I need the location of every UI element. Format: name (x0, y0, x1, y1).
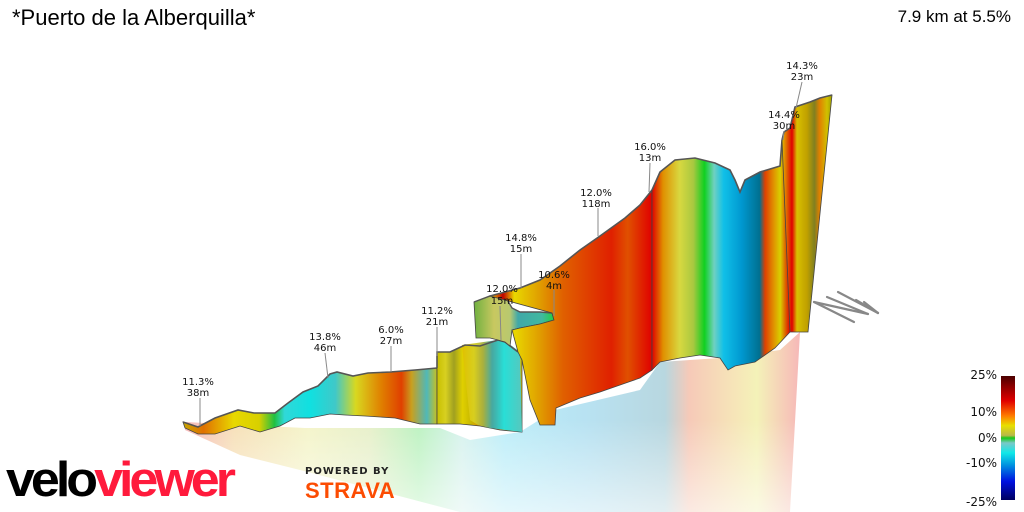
climb-title: *Puerto de la Alberquilla* (12, 5, 256, 30)
logo-velo: velo (6, 452, 98, 508)
svg-text:11.3%: 11.3% (182, 377, 214, 388)
svg-text:14.3%: 14.3% (786, 61, 818, 72)
legend-tick-neg25: -25% (965, 495, 997, 509)
svg-text:16.0%: 16.0% (634, 142, 666, 153)
veloviewer-logo[interactable]: veloviewer (6, 452, 236, 508)
gradient-legend: 25% 10% 0% -10% -25% (955, 368, 1024, 512)
svg-text:118m: 118m (582, 199, 611, 210)
svg-text:23m: 23m (791, 72, 813, 83)
legend-tick-0: 0% (977, 431, 997, 445)
svg-text:12.0%: 12.0% (580, 188, 612, 199)
svg-text:11.2%: 11.2% (421, 306, 453, 317)
svg-text:15m: 15m (510, 244, 532, 255)
svg-text:27m: 27m (380, 336, 402, 347)
annotation-4: 11.2% 21m (421, 306, 453, 328)
legend-tick-neg10: -10% (965, 456, 997, 470)
annotation-2: 13.8% 46m (309, 332, 341, 354)
reflection-fade (180, 420, 820, 512)
annotation-10: 14.4% 30m (768, 110, 800, 132)
annotation-9: 16.0% 13m (634, 142, 666, 164)
annotation-5: 12.0% 15m (486, 284, 518, 307)
annotation-11: 14.3% 23m (786, 61, 818, 83)
annotation-6: 14.8% 15m (505, 233, 537, 255)
svg-text:4m: 4m (546, 281, 562, 292)
annotation-leaders (199, 81, 803, 426)
svg-text:15m: 15m (491, 296, 513, 307)
annotation-7: 10.6% 4m (538, 270, 570, 292)
legend-tick-10: 10% (970, 405, 997, 419)
svg-text:38m: 38m (187, 388, 209, 399)
annotation-1: 11.3% 38m (182, 377, 214, 399)
annotation-8: 12.0% 118m (580, 188, 612, 210)
logo-viewer: viewer (94, 452, 236, 508)
svg-text:10.6%: 10.6% (538, 270, 570, 281)
gradient-color-scale (1001, 376, 1015, 500)
strava-logo: STRAVA (305, 478, 396, 503)
profile-ridge-1 (182, 367, 438, 428)
svg-text:13m: 13m (639, 153, 661, 164)
legend-tick-25: 25% (970, 368, 997, 382)
svg-text:46m: 46m (314, 343, 336, 354)
profile-segment-5 (651, 137, 791, 371)
svg-text:14.4%: 14.4% (768, 110, 800, 121)
svg-text:21m: 21m (426, 317, 448, 328)
svg-text:6.0%: 6.0% (378, 325, 403, 336)
profile-segment-2b (462, 340, 522, 432)
north-arrow-icon (812, 290, 880, 324)
svg-text:12.0%: 12.0% (486, 284, 518, 295)
annotation-3: 6.0% 27m (378, 325, 403, 347)
svg-text:14.8%: 14.8% (505, 233, 537, 244)
svg-text:13.8%: 13.8% (309, 332, 341, 343)
svg-text:30m: 30m (773, 121, 795, 132)
powered-by-strava[interactable]: POWERED BY STRAVA (305, 466, 395, 504)
climb-summary: 7.9 km at 5.5% (897, 7, 1011, 26)
powered-by-label: POWERED BY (305, 466, 390, 477)
